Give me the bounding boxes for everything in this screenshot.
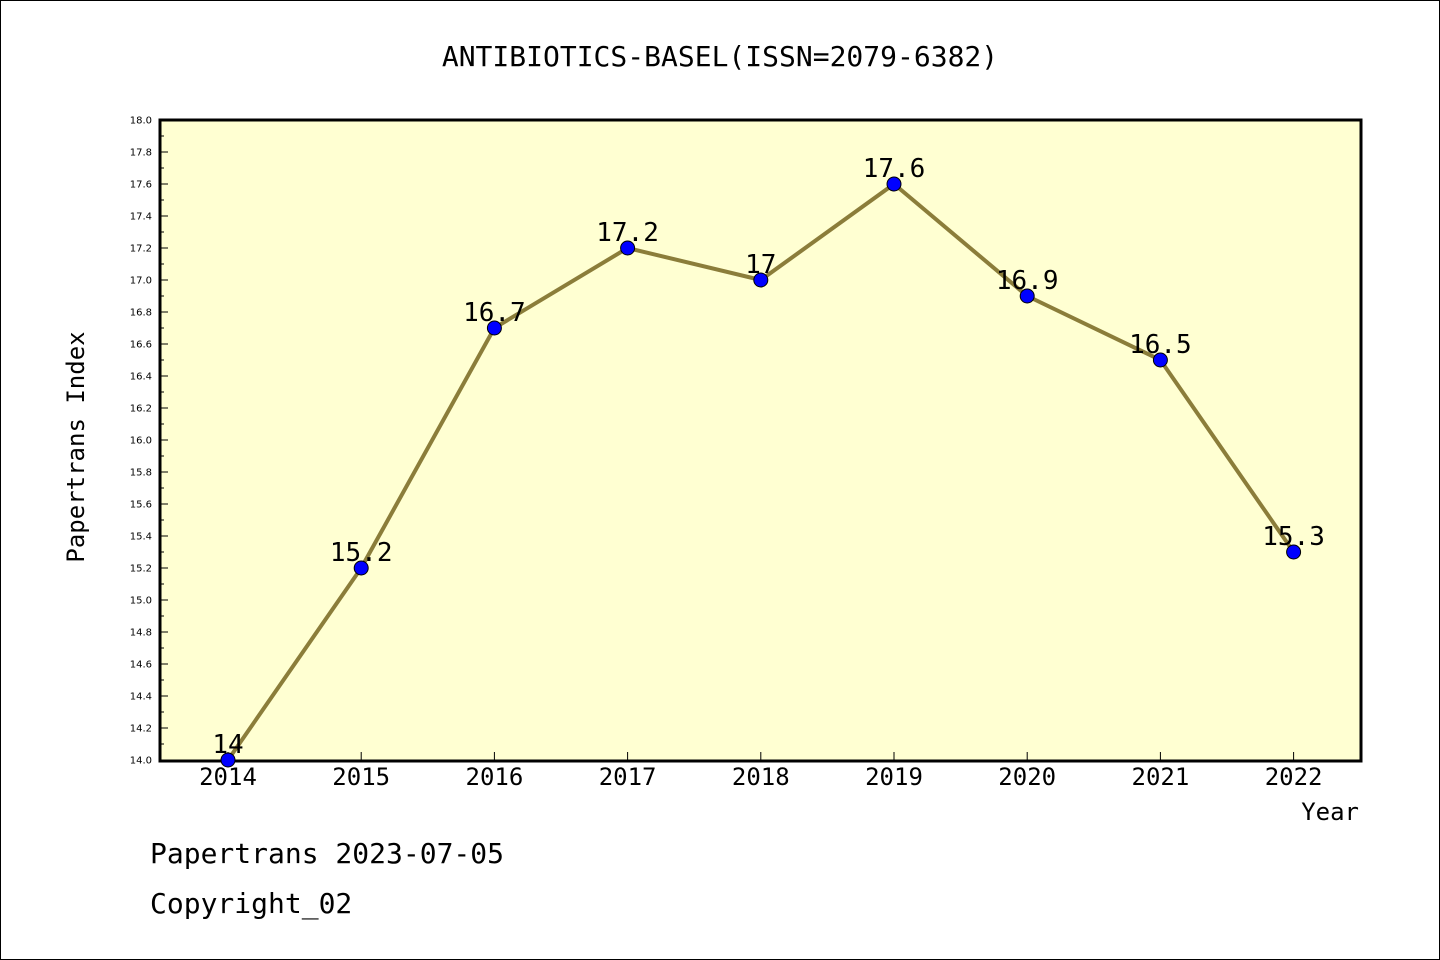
data-point	[1152, 352, 1168, 368]
y-tick-label: 15.6	[130, 500, 152, 511]
y-tick-label: 15.0	[130, 596, 152, 607]
y-tick-label: 17.2	[130, 244, 152, 255]
y-tick-label: 14.2	[130, 724, 152, 735]
y-tick-label: 16.8	[130, 308, 152, 319]
data-label: 16.5	[1129, 330, 1192, 360]
y-tick-label: 14.6	[130, 660, 152, 671]
plot-area	[158, 118, 1363, 763]
data-point	[620, 240, 636, 256]
y-tick-label: 17.6	[130, 180, 152, 191]
data-label: 17.6	[863, 154, 926, 184]
x-tick-label: 2021	[1132, 763, 1190, 791]
x-axis-label: Year	[1301, 798, 1359, 826]
y-tick-label: 16.6	[130, 340, 152, 351]
data-label: 15.3	[1262, 522, 1325, 552]
data-point	[220, 752, 236, 768]
series-markers	[220, 176, 1302, 768]
data-point	[753, 272, 769, 288]
data-label: 16.7	[463, 298, 526, 328]
x-tick-label: 2015	[332, 763, 390, 791]
x-tick-label: 2017	[599, 763, 657, 791]
y-tick-label: 14.8	[130, 628, 152, 639]
y-tick-label: 17.4	[130, 212, 152, 223]
chart-title: ANTIBIOTICS-BASEL(ISSN=2079-6382)	[442, 40, 998, 73]
y-tick-label: 16.2	[130, 404, 152, 415]
data-point	[1019, 288, 1035, 304]
y-tick-label: 15.2	[130, 564, 152, 575]
data-point	[1286, 544, 1302, 560]
y-tick-label: 15.4	[130, 532, 152, 543]
data-label: 15.2	[330, 538, 393, 568]
x-tick-label: 2014	[199, 763, 257, 791]
y-tick-label: 18.0	[130, 116, 152, 127]
y-tick-label: 14.0	[130, 756, 152, 767]
data-label: 14	[212, 730, 243, 760]
y-tick-label: 16.4	[130, 372, 152, 383]
x-axis: 2014 2015 2016 2017 2018 2019 2020 2021 2022	[199, 752, 1322, 791]
x-tick-label: 2022	[1265, 763, 1323, 791]
y-tick-label: 17.8	[130, 148, 152, 159]
y-tick-label: 17.0	[130, 276, 152, 287]
data-labels: 14 15.2 16.7 17.2 17 17.6 16.9 16.5 15.3	[212, 154, 1325, 760]
x-tick-label: 2019	[865, 763, 923, 791]
footer-date: Papertrans 2023-07-05	[150, 837, 504, 870]
data-label: 16.9	[996, 266, 1059, 296]
data-point	[353, 560, 369, 576]
x-tick-label: 2016	[466, 763, 524, 791]
x-tick-label: 2020	[998, 763, 1056, 791]
data-label: 17	[745, 250, 776, 280]
y-tick-label: 16.0	[130, 436, 152, 447]
y-tick-label: 14.4	[130, 692, 152, 703]
y-tick-label: 15.8	[130, 468, 152, 479]
y-axis-label: Papertrans Index	[62, 331, 90, 562]
footer-copyright: Copyright_02	[150, 887, 352, 921]
x-tick-label: 2018	[732, 763, 790, 791]
data-point	[886, 176, 902, 192]
data-label: 17.2	[596, 218, 659, 248]
data-point	[486, 320, 502, 336]
y-axis: 14.0 14.2 14.4 14.6 14.8 15.0 15.2 15.4 15.6 15.8…	[130, 116, 168, 767]
